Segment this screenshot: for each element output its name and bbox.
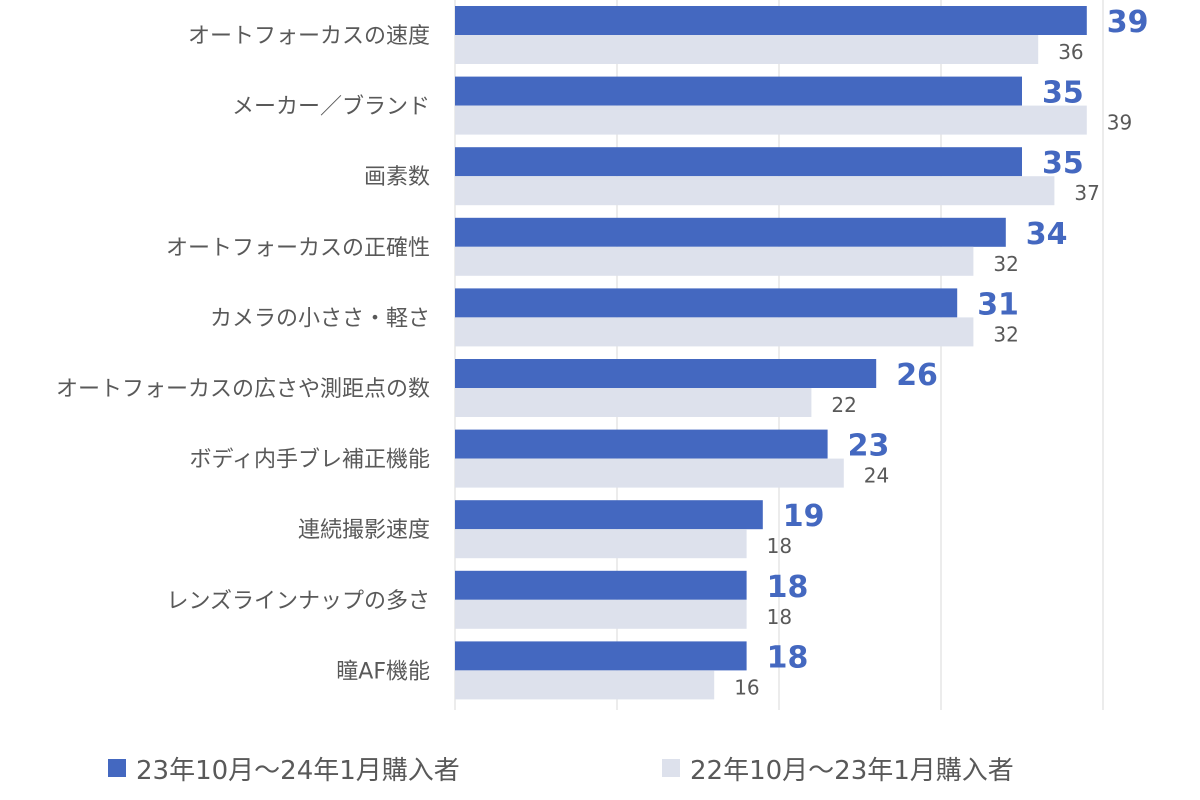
bar-current [455,641,747,671]
bar-current [455,429,828,459]
bar-previous [455,458,844,488]
bar-current [455,500,763,530]
data-label-current: 19 [783,499,825,534]
legend-swatch-previous [662,759,680,777]
data-label-previous: 24 [864,464,889,488]
category-label: メーカー／ブランド [232,95,430,120]
bar-current [455,6,1087,35]
data-label-current: 39 [1107,5,1149,40]
category-label: 連続撮影速度 [298,518,430,543]
bar-current [455,147,1022,177]
data-label-current: 26 [896,358,938,393]
bar-current [455,217,1006,247]
bar-previous [455,246,974,276]
data-label-previous: 36 [1058,40,1083,64]
category-label: オートフォーカスの広さや測距点の数 [56,377,430,402]
category-label: 画素数 [364,165,430,190]
data-label-previous: 32 [993,252,1018,276]
category-label: 瞳AF機能 [336,659,430,684]
legend-swatch-current [108,759,126,777]
data-label-current: 23 [848,429,890,464]
bar-previous [455,388,812,417]
legend-label-previous: 22年10月～23年1月購入者 [690,755,1014,786]
legend-item-current: 23年10月～24年1月購入者 [108,748,460,788]
data-label-previous: 39 [1107,111,1132,135]
data-label-current: 35 [1042,146,1084,181]
bar-previous [455,35,1039,64]
bar-current [455,76,1022,106]
legend: 23年10月～24年1月購入者 22年10月～23年1月購入者 [0,748,1200,788]
data-label-previous: 18 [767,605,792,629]
data-label-current: 18 [767,570,809,605]
bar-previous [455,529,747,559]
legend-label-current: 23年10月～24年1月購入者 [136,755,460,786]
bar-previous [455,599,747,629]
data-label-previous: 32 [993,322,1018,346]
category-label: ボディ内手ブレ補正機能 [190,448,430,473]
data-label-previous: 16 [734,675,759,699]
category-label: オートフォーカスの速度 [188,24,430,49]
data-label-current: 35 [1042,76,1084,111]
data-label-previous: 37 [1074,181,1099,205]
bar-previous [455,176,1055,206]
category-label: オートフォーカスの正確性 [166,236,430,261]
bar-previous [455,105,1087,135]
bars [455,6,1087,700]
data-label-current: 31 [977,287,1019,322]
bar-previous [455,670,715,700]
category-label: レンズラインナップの多さ [166,589,430,614]
data-label-current: 34 [1026,217,1068,252]
bar-current [455,288,958,318]
bar-current [455,570,747,600]
data-label-current: 18 [767,640,809,675]
bar-current [455,359,877,388]
category-label: カメラの小ささ・軽さ [210,306,430,331]
data-label-previous: 22 [831,393,856,417]
bar-previous [455,317,974,347]
data-label-previous: 18 [767,534,792,558]
legend-item-previous: 22年10月～23年1月購入者 [662,748,1014,788]
